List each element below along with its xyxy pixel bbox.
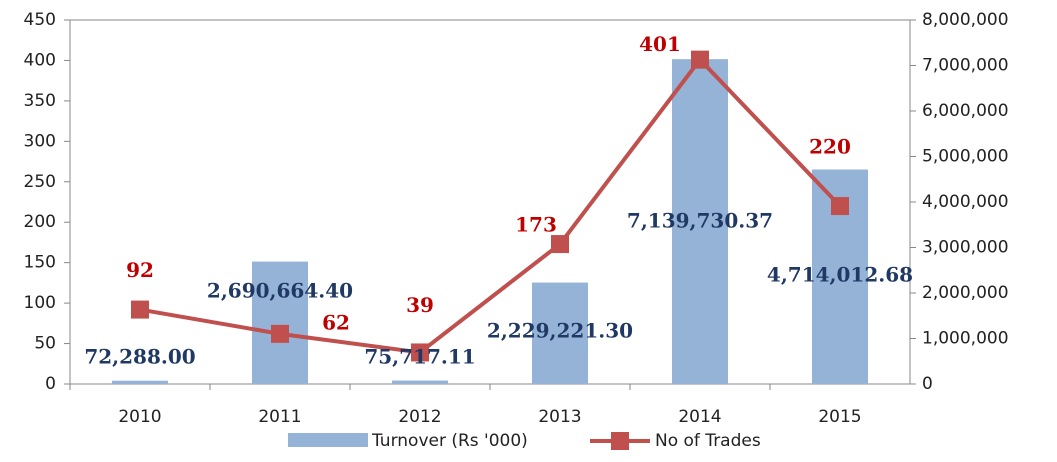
line xyxy=(139,56,842,355)
y2-tick-label: 3,000,000 xyxy=(922,238,1009,258)
line-marker xyxy=(131,300,149,319)
x-tick-label: 2013 xyxy=(538,407,581,427)
y-tick-label: 150 xyxy=(24,253,56,273)
line-marker xyxy=(831,197,849,216)
line-marker xyxy=(691,50,709,69)
y-tick-label: 0 xyxy=(45,374,56,394)
legend-label: Turnover (Rs '000) xyxy=(371,431,528,451)
y-tick-label: 400 xyxy=(24,50,56,70)
y-tick-label: 300 xyxy=(24,131,56,151)
line-value-label: 39 xyxy=(406,293,434,317)
bar-value-label: 4,714,012.68 xyxy=(767,263,913,287)
line-value-label: 173 xyxy=(515,213,557,237)
bar xyxy=(392,380,448,384)
line-marker xyxy=(411,343,429,362)
y2-tick-label: 4,000,000 xyxy=(922,192,1009,212)
y-tick-label: 100 xyxy=(24,293,56,313)
x-tick-label: 2010 xyxy=(118,407,161,427)
bar xyxy=(672,59,728,384)
bar xyxy=(252,261,308,384)
y-tick-label: 450 xyxy=(24,10,56,30)
line-value-label: 220 xyxy=(809,135,851,159)
bar xyxy=(532,282,588,384)
y2-tick-label: 8,000,000 xyxy=(922,10,1009,30)
y2-tick-label: 6,000,000 xyxy=(922,101,1009,121)
y2-tick-label: 1,000,000 xyxy=(922,329,1009,349)
x-tick-label: 2012 xyxy=(398,407,441,427)
legend-swatch xyxy=(611,432,629,450)
bar xyxy=(112,380,168,384)
x-tick-label: 2014 xyxy=(678,407,721,427)
y2-tick-label: 0 xyxy=(922,374,933,394)
legend-label: No of Trades xyxy=(655,431,761,451)
line-marker xyxy=(551,235,569,254)
bar-value-label: 7,139,730.37 xyxy=(627,209,773,233)
legend-swatch xyxy=(288,433,368,447)
y2-tick-label: 5,000,000 xyxy=(922,147,1009,167)
y2-tick-label: 2,000,000 xyxy=(922,283,1009,303)
line-marker xyxy=(271,324,289,343)
x-tick-label: 2011 xyxy=(258,407,301,427)
y-tick-label: 50 xyxy=(34,334,56,354)
x-tick-label: 2015 xyxy=(818,407,861,427)
y-tick-label: 200 xyxy=(24,212,56,232)
y-tick-label: 250 xyxy=(24,172,56,192)
line-value-label: 62 xyxy=(322,310,350,334)
bar-value-label: 72,288.00 xyxy=(84,345,195,369)
bar-value-label: 2,229,221.30 xyxy=(487,319,633,343)
bar-value-label: 75,717.11 xyxy=(364,345,475,369)
y-tick-label: 350 xyxy=(24,91,56,111)
line-value-label: 401 xyxy=(639,32,681,56)
bar-value-label: 2,690,664.40 xyxy=(207,279,353,303)
line-value-label: 92 xyxy=(126,258,154,282)
y2-tick-label: 7,000,000 xyxy=(922,56,1009,76)
